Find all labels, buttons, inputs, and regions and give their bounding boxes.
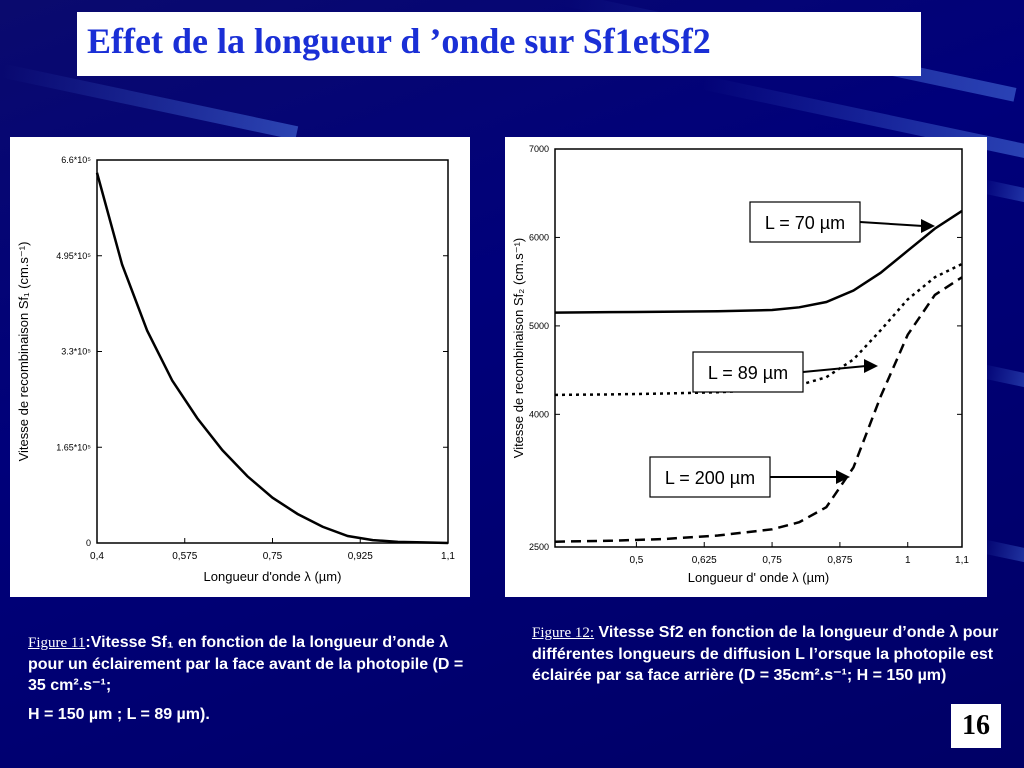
- title-box: Effet de la longueur d ’onde sur Sf1etSf…: [77, 12, 921, 76]
- legend-arrow: [859, 221, 924, 227]
- x-tick-label: 0,925: [348, 551, 373, 562]
- caption: Figure 12: Vitesse Sf2 en fonction de la…: [532, 622, 1002, 686]
- caption-text: H = 150 µm ; L = 89 µm).: [28, 706, 210, 723]
- x-tick-label: 0,5: [629, 555, 643, 566]
- line-series: [554, 209, 963, 314]
- x-tick-label: 0,875: [827, 555, 852, 566]
- x-axis-label: Longueur d' onde λ (µm): [688, 570, 830, 585]
- slide-title: Effet de la longueur d ’onde sur Sf1etSf…: [87, 21, 711, 61]
- caption-text: Vitesse Sf2 en fonction de la longueur d…: [532, 624, 999, 684]
- y-tick-label: 0: [86, 538, 91, 548]
- y-tick-label: 6.6*10⁵: [61, 155, 91, 165]
- legend-label: L = 89 µm: [708, 363, 788, 383]
- y-axis-label: Vitesse de recombinaison Sf₂ (cm.s⁻¹): [511, 238, 526, 458]
- caption: Figure 11:Vitesse Sf₁ en fonction de la …: [28, 632, 468, 725]
- x-axis-label: Longueur d'onde λ (µm): [204, 569, 342, 584]
- line-series: [554, 262, 963, 397]
- caption-text: :Vitesse Sf₁ en fonction de la longueur …: [28, 634, 464, 694]
- legend-box: [749, 201, 861, 243]
- x-tick-label: 0,75: [263, 551, 283, 562]
- y-tick-label: 6000: [529, 232, 549, 242]
- figure-label: Figure 12:: [532, 625, 595, 641]
- y-tick-label: 5000: [529, 321, 549, 331]
- y-tick-label: 2500: [529, 542, 549, 552]
- legend-arrow: [802, 365, 867, 373]
- legend-arrowhead: [921, 219, 935, 233]
- line-series: [95, 172, 449, 545]
- x-tick-label: 0,625: [692, 555, 717, 566]
- legend-box: [649, 456, 771, 498]
- line-series: [554, 276, 963, 543]
- y-axis-label: Vitesse de recombinaison Sf₁ (cm.s⁻¹): [16, 242, 31, 462]
- x-tick-label: 0,575: [172, 551, 197, 562]
- plot-frame: [96, 159, 449, 544]
- y-tick-label: 3.3*10⁵: [61, 347, 91, 357]
- legend-label: L = 200 µm: [665, 468, 755, 488]
- y-tick-label: 4000: [529, 409, 549, 419]
- legend-arrowhead: [864, 359, 878, 373]
- plot-frame: [554, 148, 963, 548]
- x-tick-label: 1,1: [955, 555, 969, 566]
- legend-arrowhead: [836, 470, 850, 484]
- x-tick-label: 0,4: [90, 551, 104, 562]
- legend-box: [692, 351, 804, 393]
- y-tick-label: 7000: [529, 144, 549, 154]
- chart: 2500 4000 5000 6000 7000 0,5 0,625 0,75 0,875 1 1,…: [505, 137, 987, 597]
- x-tick-label: 1,1: [441, 551, 455, 562]
- legend-label: L = 70 µm: [765, 213, 845, 233]
- x-tick-label: 1: [905, 555, 911, 566]
- page-number: 16: [951, 704, 1001, 748]
- chart: 0 1.65*10⁵ 3.3*10⁵ 4.95*10⁵ 6.6*10⁵ 0,4 0,575 0…: [10, 137, 470, 597]
- y-tick-label: 1.65*10⁵: [56, 442, 91, 452]
- y-tick-label: 4.95*10⁵: [56, 251, 91, 261]
- figure-label: Figure 11: [28, 635, 86, 651]
- x-tick-label: 0,75: [762, 555, 782, 566]
